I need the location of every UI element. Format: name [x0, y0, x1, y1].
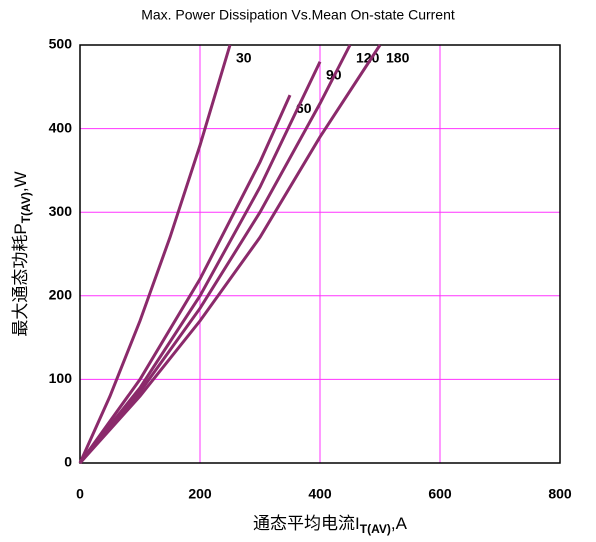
y-tick-label: 0 [64, 454, 72, 470]
series-line [78, 44, 232, 464]
x-label-unit: ,A [391, 514, 408, 533]
y-tick-label: 500 [49, 36, 73, 52]
x-label-sub: T(AV) [360, 522, 391, 536]
x-axis-label: 通态平均电流IT(AV),A [253, 514, 408, 536]
series-label: 180 [386, 50, 410, 66]
chart-title: Max. Power Dissipation Vs.Mean On-state … [141, 7, 455, 23]
y-label-main: 最大通态功耗P [11, 223, 30, 336]
y-tick-label: 300 [49, 203, 73, 219]
series-line [78, 44, 352, 464]
series-line [78, 44, 382, 465]
x-tick-label: 600 [428, 486, 452, 502]
y-label-unit: ,W [11, 171, 30, 192]
series-line [78, 61, 322, 464]
series-line [78, 94, 292, 464]
series-label: 30 [236, 50, 252, 66]
x-label-main: 通态平均电流I [253, 514, 360, 533]
plot-frame [79, 44, 561, 464]
y-label-sub: T(AV) [19, 192, 33, 223]
y-tick-label: 200 [49, 287, 73, 303]
y-axis-label: 最大通态功耗PT(AV),W [11, 171, 33, 336]
y-tick-label: 100 [49, 370, 73, 386]
y-tick-label: 400 [49, 119, 73, 135]
x-tick-label: 400 [308, 486, 332, 502]
x-tick-label: 800 [548, 486, 572, 502]
x-tick-label: 0 [76, 486, 84, 502]
x-tick-label: 200 [188, 486, 212, 502]
